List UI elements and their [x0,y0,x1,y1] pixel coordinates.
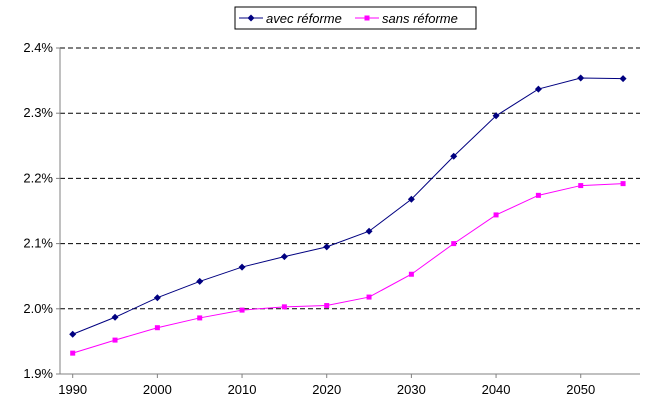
data-point [197,315,203,321]
series-1 [69,74,627,338]
legend: avec réforme sans réforme [234,6,477,30]
data-point [407,195,415,203]
data-point [620,181,626,187]
x-tick-label: 2020 [312,382,341,397]
series-2 [70,181,626,356]
x-axis-ticks: 1990 2000 2010 2020 2030 2040 2050 [58,374,595,397]
data-point [365,227,373,235]
data-point [281,304,287,310]
data-point [111,313,119,321]
data-point [619,75,627,83]
data-point [450,152,458,160]
y-tick-label: 2.1% [23,236,53,251]
data-point [196,277,204,285]
data-point [535,192,541,198]
data-point [578,183,584,189]
y-tick-label: 2.2% [23,170,53,185]
y-tick-label: 2.4% [23,40,53,55]
legend-entry-2: sans réforme [355,11,458,26]
x-tick-label: 2050 [566,382,595,397]
data-point [492,112,500,120]
legend-marker [247,14,255,22]
gridlines [60,47,640,310]
y-tick-label: 2.3% [23,105,53,120]
data-point [70,350,76,356]
y-axis-ticks: 1.9% 2.0% 2.1% 2.2% 2.3% 2.4% [23,40,60,381]
legend-entry-1: avec réforme [239,11,342,26]
data-point [238,263,246,271]
legend-marker [364,15,370,21]
data-point [153,294,161,302]
x-tick-label: 2000 [143,382,172,397]
data-point [534,85,542,93]
legend-label: avec réforme [266,11,342,26]
data-point [577,74,585,82]
x-tick-label: 2010 [228,382,257,397]
axes [59,48,640,375]
x-tick-label: 2040 [482,382,511,397]
data-point [493,212,499,218]
data-point [324,303,330,309]
data-point [408,271,414,277]
series-line-2 [72,183,624,354]
data-point [112,337,118,343]
y-tick-label: 2.0% [23,301,53,316]
data-point [154,325,160,331]
series-layer [69,74,627,356]
legend-label: sans réforme [382,11,458,26]
data-point [280,253,288,261]
y-tick-label: 1.9% [23,366,53,381]
x-tick-label: 1990 [58,382,87,397]
series-line-1 [72,77,624,335]
data-point [239,307,245,313]
data-point [323,243,331,251]
data-point [451,241,457,247]
data-point [366,294,372,300]
data-point [69,330,77,338]
x-tick-label: 2030 [397,382,426,397]
